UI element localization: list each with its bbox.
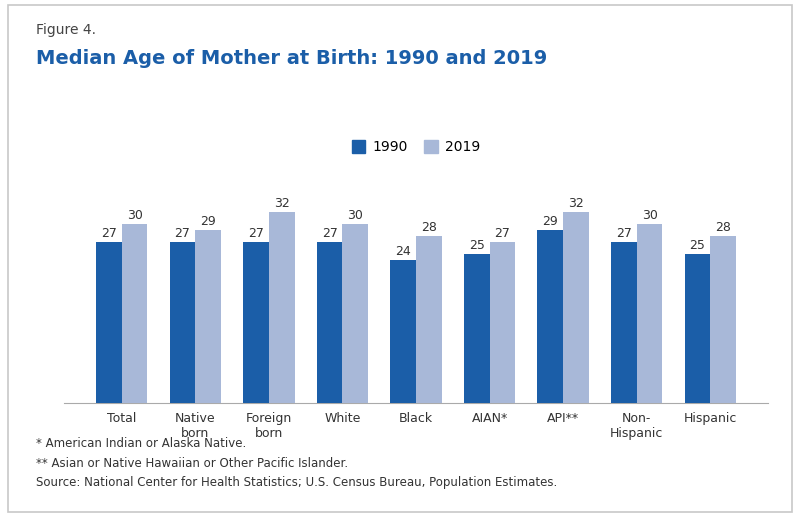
Text: 28: 28 (421, 221, 437, 234)
Text: Median Age of Mother at Birth: 1990 and 2019: Median Age of Mother at Birth: 1990 and … (36, 49, 547, 68)
Bar (416, 236, 442, 403)
Text: Source: National Center for Health Statistics; U.S. Census Bureau, Population Es: Source: National Center for Health Stati… (36, 476, 558, 489)
Bar (317, 241, 342, 403)
Text: 29: 29 (542, 215, 558, 228)
Text: 25: 25 (469, 239, 485, 252)
Bar (563, 211, 589, 403)
Text: 32: 32 (568, 197, 584, 210)
Text: 30: 30 (347, 209, 363, 222)
Bar (464, 254, 490, 403)
Text: Figure 4.: Figure 4. (36, 23, 96, 37)
Bar (538, 230, 563, 403)
Text: 24: 24 (395, 245, 411, 258)
Bar (490, 241, 515, 403)
Bar (243, 241, 269, 403)
Text: 28: 28 (715, 221, 731, 234)
Text: 30: 30 (642, 209, 658, 222)
Text: 27: 27 (494, 227, 510, 240)
Text: 27: 27 (174, 227, 190, 240)
Bar (195, 230, 221, 403)
Bar (710, 236, 736, 403)
Bar (122, 224, 147, 403)
Bar (342, 224, 368, 403)
Bar (390, 260, 416, 403)
Bar (611, 241, 637, 403)
Bar (170, 241, 195, 403)
Text: 27: 27 (616, 227, 632, 240)
Bar (269, 211, 294, 403)
Text: 27: 27 (101, 227, 117, 240)
Text: ** Asian or Native Hawaiian or Other Pacific Islander.: ** Asian or Native Hawaiian or Other Pac… (36, 457, 348, 469)
Text: 32: 32 (274, 197, 290, 210)
Bar (685, 254, 710, 403)
Text: 25: 25 (690, 239, 706, 252)
Legend: 1990, 2019: 1990, 2019 (346, 134, 486, 160)
Text: 27: 27 (248, 227, 264, 240)
Text: 27: 27 (322, 227, 338, 240)
Text: 30: 30 (126, 209, 142, 222)
Text: * American Indian or Alaska Native.: * American Indian or Alaska Native. (36, 437, 246, 450)
Bar (637, 224, 662, 403)
Bar (96, 241, 122, 403)
Text: 29: 29 (200, 215, 216, 228)
